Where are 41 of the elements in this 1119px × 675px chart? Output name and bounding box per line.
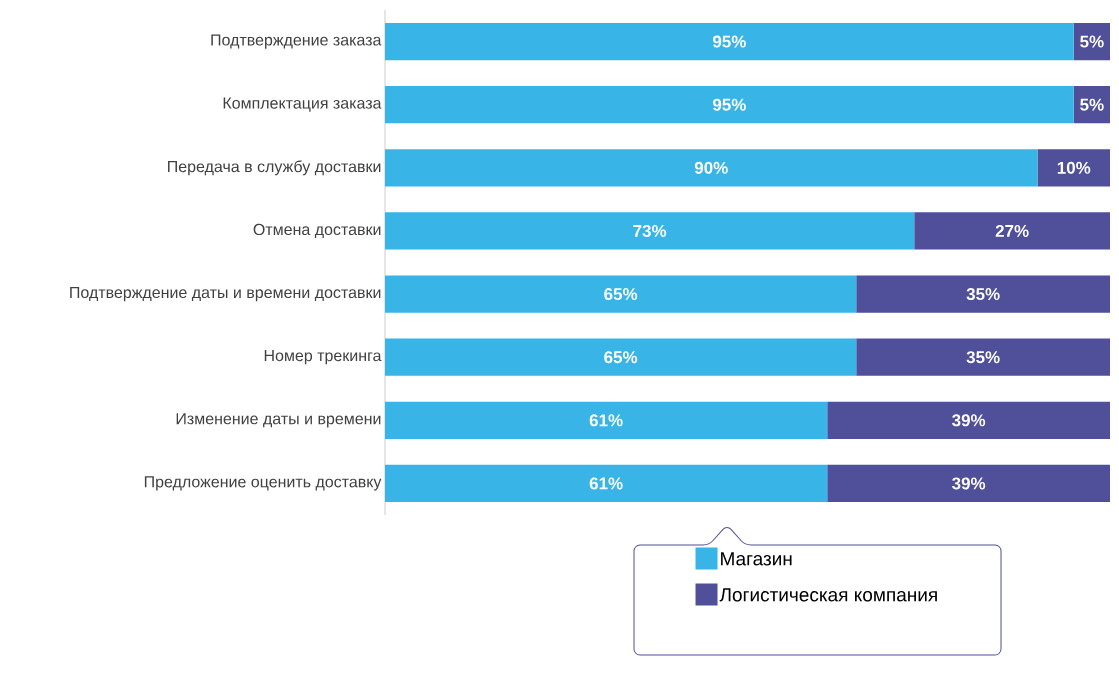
bar [1073,22,1111,61]
y-tick-label: Отмена доставки [253,223,381,239]
data-label: 10% [1057,161,1091,174]
bar [385,86,1074,124]
y-tick-label: Предложение оценить доставку [144,476,382,491]
bar [385,275,857,313]
y-tick-label: Подтверждение даты и времени доставки [70,286,381,302]
data-label: 39% [952,414,986,427]
bar [385,338,857,376]
y-tick-label: Комплектация заказа [223,97,382,112]
bar [1037,149,1111,187]
legend-label: Магазин [721,552,792,566]
bar [856,275,1111,313]
data-label: 35% [966,288,1000,301]
data-label: 39% [952,477,986,490]
data-label: 65% [604,288,638,301]
bar [385,22,1074,61]
data-label: 5% [1080,35,1104,48]
data-label: 27% [995,224,1029,237]
bar [827,401,1111,439]
y-tick-label: Подтверждение заказа [211,34,382,49]
bar [827,464,1111,503]
bar [914,212,1111,250]
y-tick-label: Передача в службу доставки [168,160,381,176]
data-label: 73% [633,224,667,237]
y-tick-label: Изменение даты и времени [176,413,381,428]
bar [385,212,915,250]
data-label: 95% [712,98,746,111]
bar [385,464,828,503]
bar [385,401,828,439]
data-label: 35% [966,351,1000,364]
legend-label: Логистическая компания [719,588,937,602]
bar [385,149,1038,187]
bar [856,338,1111,376]
data-label: 5% [1080,98,1104,111]
data-label: 61% [589,477,623,490]
data-label: 95% [712,35,746,48]
y-tick-label: Номер трекинга [264,350,382,365]
data-label: 90% [694,161,728,174]
data-label: 61% [589,414,623,427]
data-label: 65% [604,351,638,364]
